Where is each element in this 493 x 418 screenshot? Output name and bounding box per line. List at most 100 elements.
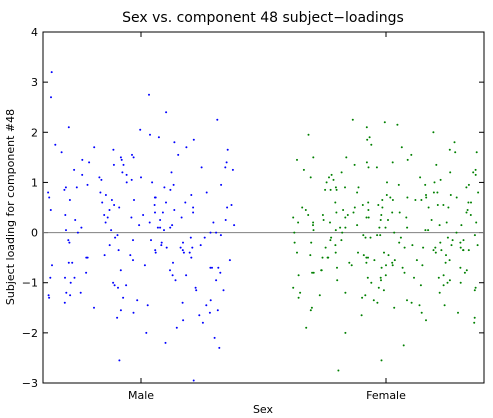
y-tick-label: 1 bbox=[31, 176, 38, 189]
point-female bbox=[336, 279, 339, 282]
point-female bbox=[329, 188, 332, 191]
point-female bbox=[419, 176, 422, 179]
point-female bbox=[330, 236, 333, 239]
point-male bbox=[189, 236, 192, 239]
point-male bbox=[51, 264, 53, 267]
point-female bbox=[348, 261, 351, 264]
point-female bbox=[442, 284, 445, 287]
point-female bbox=[403, 246, 406, 249]
point-male bbox=[145, 331, 148, 334]
point-female bbox=[434, 251, 437, 254]
point-male bbox=[154, 251, 157, 254]
point-female bbox=[367, 216, 370, 219]
point-female bbox=[391, 199, 394, 201]
point-female bbox=[457, 311, 459, 314]
y-tick-label: −1 bbox=[22, 277, 38, 290]
y-tick-label: −2 bbox=[22, 327, 38, 340]
point-female bbox=[367, 256, 369, 259]
point-male bbox=[132, 259, 134, 262]
point-female bbox=[411, 244, 414, 247]
point-female bbox=[324, 246, 327, 249]
point-male bbox=[153, 196, 156, 199]
point-female bbox=[454, 151, 457, 154]
point-female bbox=[312, 271, 315, 274]
point-female bbox=[330, 173, 333, 176]
point-female bbox=[466, 209, 469, 211]
point-male bbox=[65, 291, 68, 294]
point-male bbox=[203, 236, 206, 239]
point-female bbox=[398, 211, 401, 214]
point-male bbox=[198, 314, 201, 317]
point-male bbox=[69, 294, 72, 297]
point-female bbox=[365, 261, 368, 264]
point-female bbox=[365, 161, 368, 164]
point-male bbox=[116, 316, 119, 319]
point-female bbox=[462, 249, 465, 252]
point-female bbox=[399, 236, 402, 239]
point-female bbox=[406, 226, 409, 229]
point-female bbox=[334, 186, 337, 189]
point-female bbox=[401, 266, 404, 269]
point-male bbox=[215, 279, 218, 282]
point-female bbox=[380, 266, 383, 269]
point-male bbox=[181, 249, 184, 252]
point-male bbox=[67, 126, 70, 129]
point-male bbox=[49, 209, 52, 211]
point-male bbox=[103, 214, 106, 216]
point-female bbox=[410, 301, 413, 304]
point-female bbox=[341, 231, 344, 234]
point-male bbox=[172, 183, 175, 186]
point-female bbox=[436, 204, 439, 206]
point-male bbox=[68, 199, 71, 201]
point-male bbox=[49, 276, 52, 279]
point-male bbox=[132, 311, 135, 314]
point-male bbox=[54, 143, 57, 146]
point-female bbox=[379, 234, 382, 237]
point-female bbox=[427, 229, 430, 232]
point-female bbox=[361, 204, 364, 206]
point-female bbox=[396, 123, 399, 126]
y-tick-label: 2 bbox=[31, 126, 38, 139]
point-male bbox=[117, 286, 119, 289]
point-female bbox=[375, 166, 378, 169]
point-female bbox=[459, 266, 462, 269]
point-female bbox=[436, 191, 439, 194]
point-female bbox=[335, 211, 338, 214]
point-female bbox=[297, 221, 300, 224]
point-male bbox=[192, 138, 195, 141]
point-female bbox=[387, 254, 390, 257]
point-female bbox=[369, 236, 372, 239]
point-female bbox=[296, 251, 298, 254]
point-male bbox=[163, 229, 165, 232]
point-male bbox=[211, 266, 213, 269]
point-male bbox=[182, 319, 185, 322]
point-female bbox=[368, 136, 371, 139]
point-male bbox=[75, 186, 78, 189]
x-tick-label-male: Male bbox=[128, 389, 154, 402]
point-male bbox=[151, 181, 154, 184]
point-female bbox=[362, 234, 365, 237]
x-axis-label: Sex bbox=[253, 403, 274, 416]
point-female bbox=[370, 281, 373, 284]
point-male bbox=[131, 153, 133, 156]
point-male bbox=[195, 289, 198, 292]
point-male bbox=[148, 221, 151, 224]
point-male bbox=[139, 128, 142, 131]
point-male bbox=[81, 173, 84, 176]
point-female bbox=[384, 226, 387, 229]
point-male bbox=[93, 306, 95, 309]
point-female bbox=[329, 221, 331, 224]
point-male bbox=[133, 199, 135, 201]
point-male bbox=[209, 299, 212, 302]
point-female bbox=[446, 236, 449, 239]
point-male bbox=[108, 244, 111, 247]
point-female bbox=[297, 296, 300, 299]
point-male bbox=[179, 246, 182, 249]
point-female bbox=[435, 163, 438, 166]
point-male bbox=[129, 254, 132, 257]
point-male bbox=[181, 301, 184, 304]
point-female bbox=[475, 221, 478, 224]
point-female bbox=[474, 168, 477, 171]
point-female bbox=[367, 166, 370, 169]
point-male bbox=[73, 276, 76, 279]
